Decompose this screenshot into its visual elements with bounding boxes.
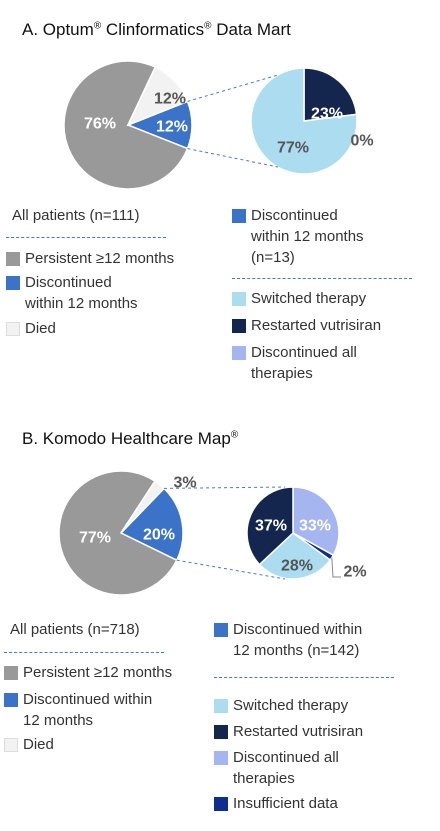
panel-a-pie-charts: 76% 12% 12% 23%77% 0%	[63, 60, 374, 190]
pie-a-sub-slice-0	[303, 67, 358, 122]
sub-header-line3: (n=13)	[251, 249, 295, 266]
pie-a-main-slice-2	[126, 66, 189, 127]
legend-label-line2: therapies	[251, 365, 313, 382]
legend-label: Persistent ≥12 months	[25, 250, 175, 267]
legend-label: Discontinued all	[233, 749, 339, 766]
legend-swatch-discontinued-all	[232, 346, 246, 360]
pie-b-main-slice-1	[58, 470, 178, 596]
panel-b-sub-header: Discontinued within 12 months (n=142)	[214, 619, 434, 669]
pie-b-label-restarted: 37%	[255, 518, 287, 535]
legend-swatch-insufficient	[214, 797, 228, 811]
legend-label: Insufficient data	[233, 795, 338, 812]
legend-swatch-discontinued	[6, 276, 20, 290]
legend-swatch-persistent	[6, 252, 20, 266]
pie-a-label-died: 12%	[154, 91, 186, 108]
legend-swatch-switched	[232, 292, 246, 306]
pie-a-label-discontinued: 12%	[156, 119, 188, 136]
legend-label-line2: therapies	[233, 770, 295, 787]
pie-b-sub-slice-3	[246, 486, 294, 566]
sub-header-line2: within 12 months	[251, 228, 364, 245]
pie-a-main-slice-1	[63, 60, 189, 190]
pie-a-sub-slice-2	[250, 67, 358, 175]
panel-a: A. Optum® Clinformatics® Data Mart 76% 12…	[0, 0, 440, 410]
sub-header-line1: Discontinued	[251, 207, 338, 224]
legend-swatch-discontinued	[4, 693, 18, 707]
pie-b-label-persistent: 77%	[79, 530, 111, 547]
legend-swatch-discontinued	[214, 623, 228, 637]
panel-b-main-header: All patients (n=718)	[10, 621, 140, 638]
panel-a-main-divider	[6, 237, 166, 238]
legend-label: Discontinued within	[23, 691, 153, 708]
legend-swatch-persistent	[4, 666, 18, 680]
pie-b-sub-slice-2	[258, 532, 332, 580]
pie-b-label-insufficient: 2%	[343, 564, 366, 581]
panel-a-sub-header: Discontinued within 12 months (n=13)	[232, 205, 432, 275]
pie-b-label-discontinued: 20%	[143, 527, 175, 544]
legend-swatch-died	[4, 738, 18, 752]
pie-b-main-slice-2	[120, 480, 166, 534]
pie-b-connector-top	[164, 486, 286, 489]
pie-a-connector-top	[187, 74, 279, 102]
legend-label-line2: within 12 months	[25, 295, 138, 312]
legend-label: Switched therapy	[251, 290, 367, 307]
pie-b-connector-bottom	[176, 559, 286, 580]
legend-label: Died	[25, 320, 56, 337]
pie-b-sub-slice-0	[292, 486, 340, 557]
legend-label: Died	[23, 736, 54, 753]
legend-label: Restarted vutrisiran	[251, 317, 382, 334]
pie-a-label-restarted: 23%	[311, 106, 343, 123]
panel-a-main-header: All patients (n=111)	[12, 207, 140, 224]
legend-label: Discontinued	[25, 274, 112, 291]
panel-a-sub-legend: Switched therapy Restarted vutrisiran Di…	[232, 288, 437, 388]
panel-b: B. Komodo Healthcare Map® 77% 20% 3% 37% 33%…	[0, 415, 440, 831]
pie-b-leader-insufficient	[331, 557, 341, 578]
legend-label: Persistent ≥12 months	[23, 664, 173, 681]
sub-header-line1: Discontinued within	[233, 621, 363, 638]
panel-b-sub-legend: Switched therapy Restarted vutrisiran Di…	[214, 695, 436, 815]
pie-b-main-slice-0	[119, 487, 184, 562]
panel-a-sub-divider	[232, 278, 412, 279]
pie-b-label-switched: 28%	[281, 558, 313, 575]
panel-b-sub-divider	[214, 677, 394, 678]
legend-swatch-switched	[214, 699, 228, 713]
legend-label: Switched therapy	[233, 697, 349, 714]
sub-header-line2: 12 months (n=142)	[233, 642, 360, 659]
pie-b-label-died: 3%	[173, 475, 196, 492]
legend-label: Restarted vutrisiran	[233, 723, 364, 740]
pie-a-label-switched: 77%	[277, 140, 309, 157]
legend-swatch-discontinued-all	[214, 751, 228, 765]
legend-swatch-discontinued	[232, 209, 246, 223]
panel-b-main-legend: Persistent ≥12 months Discontinued withi…	[4, 662, 216, 762]
panel-b-main-divider	[4, 652, 164, 653]
legend-swatch-restarted	[232, 319, 246, 333]
panel-a-title: A. Optum® Clinformatics® Data Mart	[22, 20, 291, 39]
pie-a-label-discontinued-all: 0%	[350, 133, 373, 150]
legend-swatch-died	[6, 322, 20, 336]
panel-a-main-legend: Persistent ≥12 months Discontinued withi…	[6, 248, 216, 348]
panel-b-title: B. Komodo Healthcare Map®	[22, 429, 239, 448]
pie-a-label-persistent: 76%	[84, 116, 116, 133]
legend-label: Discontinued all	[251, 344, 357, 361]
panel-b-pie-charts: 77% 20% 3% 37% 33% 28% 2%	[58, 470, 367, 596]
legend-swatch-restarted	[214, 725, 228, 739]
legend-label-line2: 12 months	[23, 712, 94, 729]
pie-b-label-discontinued-all: 33%	[299, 518, 331, 535]
